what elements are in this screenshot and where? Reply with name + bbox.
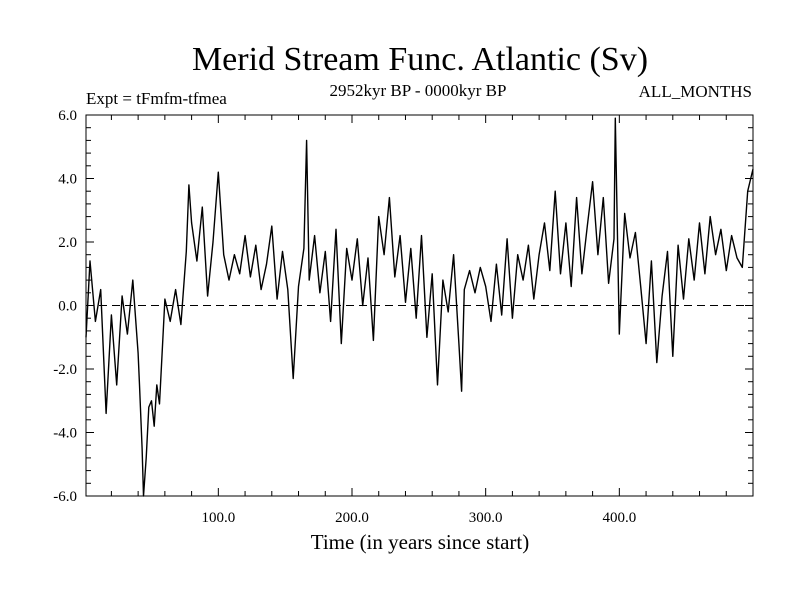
y-tick-label: 2.0 bbox=[58, 235, 77, 251]
x-tick-label: 200.0 bbox=[335, 510, 369, 526]
y-tick-label: 6.0 bbox=[58, 108, 77, 124]
y-tick-label: -6.0 bbox=[53, 489, 77, 505]
y-tick-label: 4.0 bbox=[58, 172, 77, 188]
y-tick-label: -2.0 bbox=[53, 362, 77, 378]
months-label: ALL_MONTHS bbox=[639, 82, 752, 101]
x-tick-label: 100.0 bbox=[201, 510, 235, 526]
x-axis-label: Time (in years since start) bbox=[311, 530, 530, 554]
x-tick-label: 400.0 bbox=[602, 510, 636, 526]
period-label: 2952kyr BP - 0000kyr BP bbox=[330, 81, 507, 100]
tick-layer: 100.0 200.0 300.0 400.0 -6.0 -4.0 -2.0 0.0 2.0 4.… bbox=[53, 108, 753, 526]
series-layer bbox=[85, 117, 754, 497]
chart-title: Merid Stream Func. Atlantic (Sv) bbox=[192, 41, 648, 78]
expt-label: Expt = tFmfm-tfmea bbox=[86, 89, 227, 108]
x-tick-label: 300.0 bbox=[469, 510, 503, 526]
y-tick-label: -4.0 bbox=[53, 426, 77, 442]
series-line bbox=[85, 117, 754, 497]
y-tick-label: 0.0 bbox=[58, 299, 77, 315]
